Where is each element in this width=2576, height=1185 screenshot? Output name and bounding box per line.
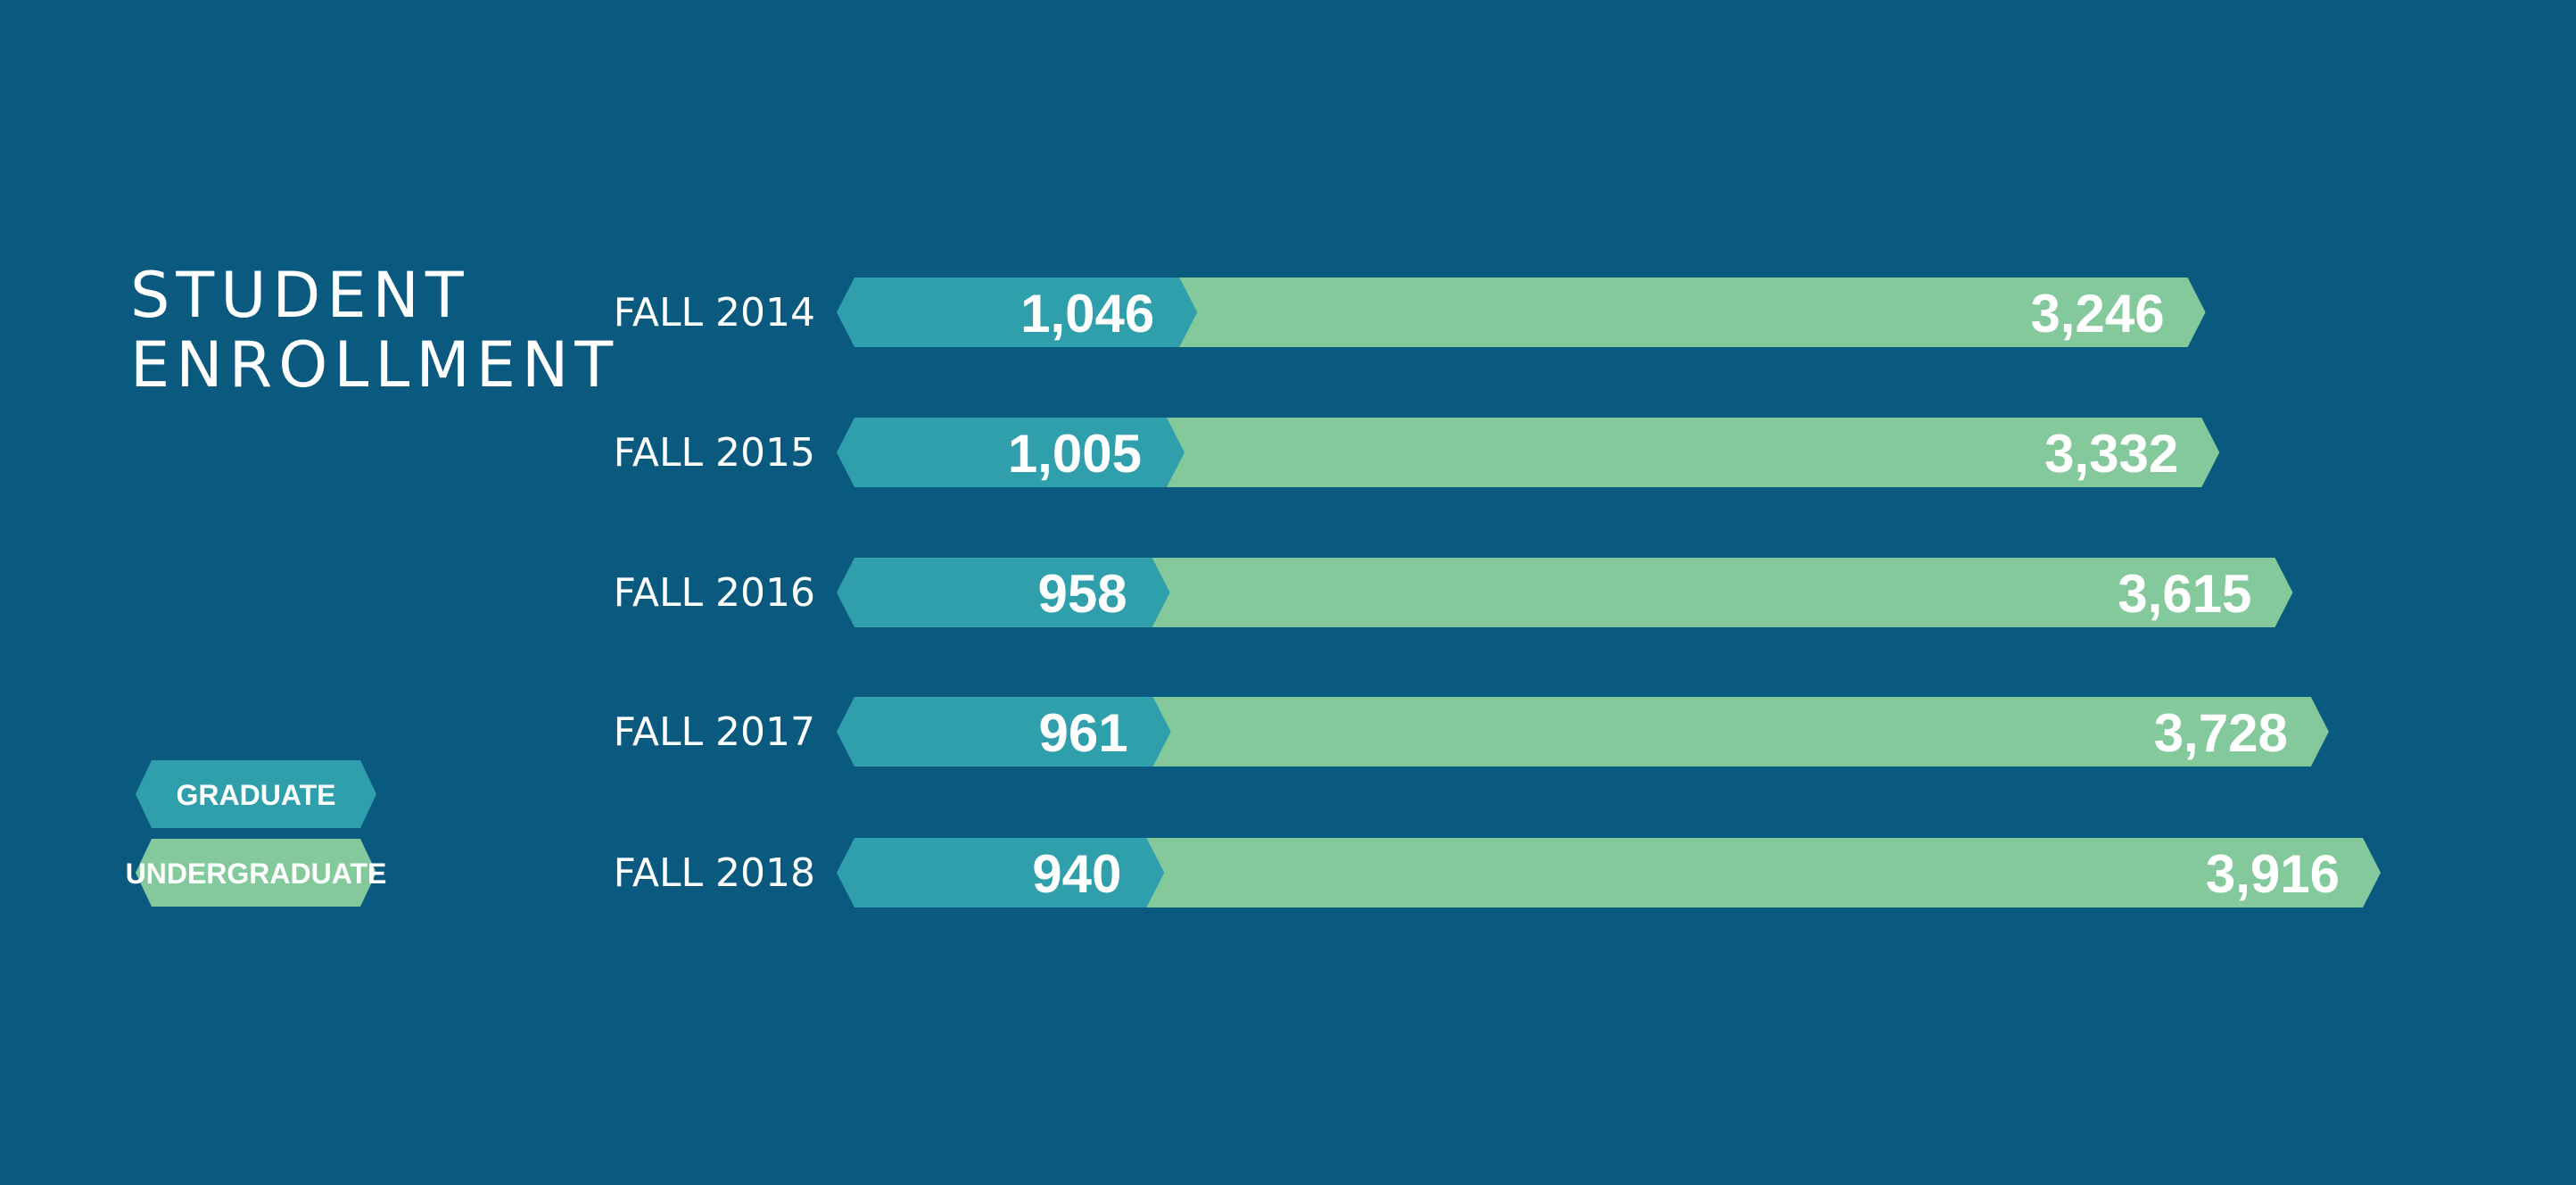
category-label: FALL 2014: [614, 290, 815, 336]
undergraduate-value-label: 3,916: [2206, 844, 2340, 904]
undergraduate-value-label: 3,246: [2030, 284, 2164, 344]
undergraduate-bar: [1152, 558, 2293, 627]
graduate-value-label: 961: [1039, 703, 1128, 763]
graduate-bar: [837, 697, 1171, 767]
chart-title-line-2: ENROLLMENT: [130, 328, 620, 402]
graduate-value-label: 940: [1032, 844, 1121, 904]
bar-row: FALL 2017 961 3,728: [614, 697, 2329, 767]
legend-label: UNDERGRADUATE: [126, 858, 387, 890]
bar-row: FALL 2018 940 3,916: [614, 838, 2381, 907]
legend-label: GRADUATE: [177, 779, 336, 811]
chart-title-line-1: STUDENT: [130, 259, 470, 332]
graduate-value-label: 1,046: [1020, 284, 1154, 344]
category-label: FALL 2017: [614, 709, 815, 755]
graduate-bar: [837, 838, 1165, 907]
graduate-value-label: 958: [1037, 564, 1127, 624]
graduate-bar: [837, 418, 1185, 487]
undergraduate-value-label: 3,728: [2154, 703, 2288, 763]
bar-row: FALL 2016 958 3,615: [614, 558, 2293, 627]
legend-item: GRADUATE: [136, 760, 376, 828]
legend-swatch: [136, 760, 376, 828]
category-label: FALL 2018: [614, 850, 815, 896]
chart-title: STUDENT ENROLLMENT: [130, 261, 619, 400]
undergraduate-value-label: 3,615: [2118, 564, 2251, 624]
bar-row: FALL 2015 1,005 3,332: [614, 418, 2220, 487]
bar-row: FALL 2014 1,046 3,246: [614, 278, 2206, 347]
undergraduate-bar: [1179, 278, 2206, 347]
legend-swatch: [136, 839, 376, 907]
undergraduate-bar: [1146, 838, 2381, 907]
graduate-value-label: 1,005: [1008, 424, 1142, 484]
graduate-bar: [837, 278, 1198, 347]
legend: GRADUATE UNDERGRADUATE: [126, 760, 387, 907]
undergraduate-bar: [1166, 418, 2220, 487]
undergraduate-bar: [1152, 697, 2329, 767]
legend-item: UNDERGRADUATE: [126, 839, 387, 907]
undergraduate-value-label: 3,332: [2044, 424, 2178, 484]
graduate-bar: [837, 558, 1170, 627]
category-label: FALL 2016: [614, 570, 815, 616]
category-label: FALL 2015: [614, 430, 815, 476]
